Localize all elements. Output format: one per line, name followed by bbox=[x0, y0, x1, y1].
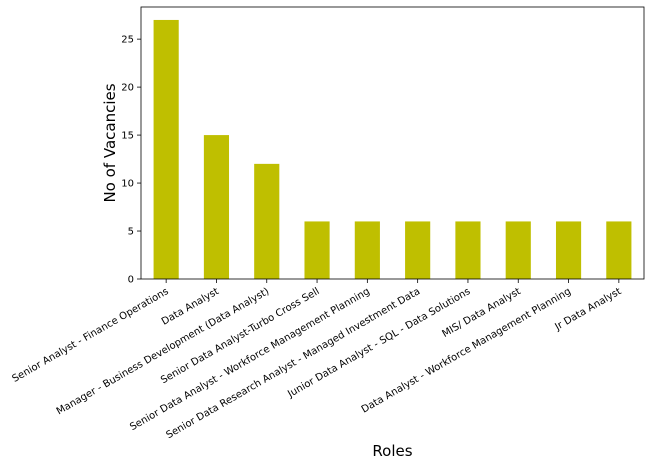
y-tick-label: 10 bbox=[121, 179, 134, 190]
x-axis: Senior Analyst - Finance OperationsData … bbox=[11, 279, 623, 441]
y-tick-label: 5 bbox=[128, 227, 134, 238]
bar bbox=[606, 221, 632, 279]
bar bbox=[203, 135, 230, 279]
x-tick-label: Senior Data Analyst - Workforce Manageme… bbox=[128, 286, 372, 433]
y-tick-label: 0 bbox=[128, 275, 134, 286]
bars-group bbox=[153, 19, 632, 279]
y-tick-label: 20 bbox=[121, 83, 134, 94]
bar bbox=[405, 221, 431, 279]
bar bbox=[304, 221, 330, 279]
x-tick-label: Junior Data Analyst - SQL - Data Solutio… bbox=[285, 286, 472, 400]
bar bbox=[455, 221, 481, 279]
bar bbox=[505, 221, 531, 279]
bar bbox=[153, 19, 179, 279]
x-axis-label: Roles bbox=[372, 442, 412, 460]
plot-frame bbox=[140, 6, 645, 280]
bar bbox=[354, 221, 380, 279]
bar bbox=[254, 163, 280, 279]
x-tick-label: Senior Analyst - Finance Operations bbox=[11, 286, 171, 385]
y-tick-label: 15 bbox=[121, 131, 134, 142]
y-axis-label: No of Vacancies bbox=[101, 83, 119, 202]
y-axis: 0 5 10 15 20 25 bbox=[121, 35, 141, 286]
y-tick-label: 25 bbox=[121, 35, 134, 46]
bar bbox=[555, 221, 582, 279]
